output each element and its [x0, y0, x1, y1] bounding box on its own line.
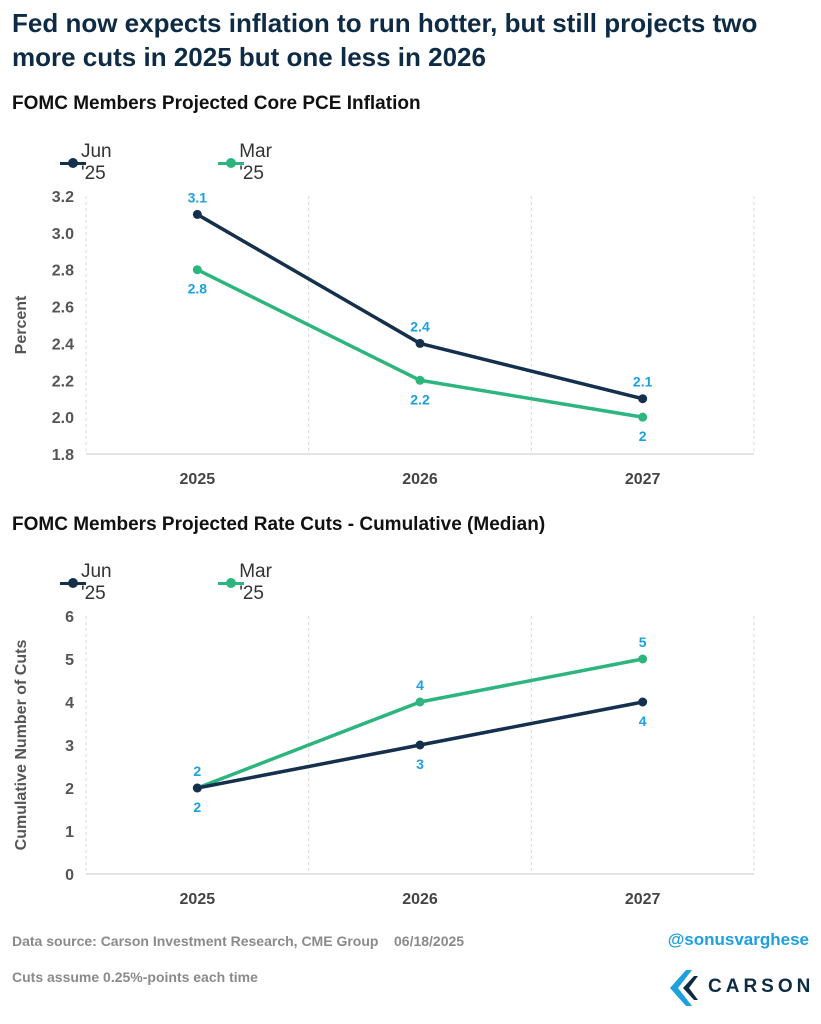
data-point-jun	[415, 740, 425, 750]
x-tick-label: 2027	[625, 891, 661, 908]
legend-label-mar: Mar '25	[239, 561, 272, 604]
y-tick-label: 2	[65, 781, 74, 798]
data-point-mar	[192, 265, 202, 275]
x-tick-label: 2025	[180, 471, 216, 488]
data-point-jun	[192, 209, 202, 219]
x-tick-label: 2026	[402, 891, 438, 908]
legend-swatch-jun	[60, 575, 86, 591]
cuts-assumption-note: Cuts assume 0.25%-points each time	[12, 969, 258, 985]
legend-item-jun: Jun '25	[60, 141, 121, 185]
data-label-mar: 2	[639, 428, 647, 444]
y-tick-label: 2.8	[52, 263, 74, 280]
data-label-mar: 5	[639, 634, 647, 650]
legend-swatch-jun	[60, 155, 86, 171]
data-label-jun: 3.1	[188, 189, 208, 205]
headline-line-2: more cuts in 2025 but one less in 2026	[12, 42, 486, 72]
data-point-mar	[415, 375, 425, 385]
x-tick-label: 2027	[625, 471, 661, 488]
carson-logo: CARSON	[666, 968, 811, 1008]
y-tick-label: 6	[65, 609, 74, 626]
author-handle: @sonusvarghese	[667, 930, 809, 949]
data-point-mar	[638, 412, 648, 422]
y-tick-label: 2.2	[52, 373, 74, 390]
chart-1-plot: 1.8 2.0 2.2 2.4 2.6 2.8 3.0 3.2 2025 2026 2027 Perc…	[13, 189, 755, 488]
data-label-jun: 3	[416, 756, 424, 772]
legend-label-jun: Jun '25	[80, 141, 112, 184]
data-point-mar	[638, 654, 648, 664]
chart-2-title: FOMC Members Projected Rate Cuts - Cumul…	[12, 514, 546, 535]
data-label-mar: 2	[193, 763, 201, 779]
headline: Fed now expects inflation to run hotter,…	[12, 6, 812, 74]
x-tick-label: 2026	[402, 471, 438, 488]
data-label-jun: 2.1	[633, 374, 653, 390]
y-tick-label: 2.6	[52, 300, 74, 317]
data-point-jun	[192, 783, 202, 793]
data-label-jun: 2.4	[410, 318, 430, 334]
carson-logo-text: CARSON	[708, 976, 815, 997]
data-point-jun	[638, 697, 648, 707]
data-point-mar	[415, 697, 425, 707]
y-tick-label: 4	[65, 695, 74, 712]
legend-item-mar: Mar '25	[218, 141, 281, 185]
y-axis-label: Percent	[13, 295, 30, 354]
y-tick-label: 1.8	[52, 447, 74, 464]
data-label-jun: 2	[193, 799, 201, 815]
data-source-note: Data source: Carson Investment Research,…	[12, 933, 465, 949]
y-tick-label: 2.4	[52, 336, 74, 353]
carson-logo-icon	[670, 970, 698, 1006]
data-label-jun: 4	[639, 713, 647, 729]
data-label-mar: 2.2	[410, 391, 430, 407]
headline-line-1: Fed now expects inflation to run hotter,…	[12, 8, 758, 38]
y-tick-label: 5	[65, 652, 74, 669]
chart-2-plot: 0 1 2 3 4 5 6 2025 2026 2027 Cumulative Number of …	[13, 609, 755, 908]
legend-label-jun: Jun '25	[80, 561, 112, 604]
chart-1-title: FOMC Members Projected Core PCE Inflatio…	[12, 93, 421, 114]
data-label-mar: 4	[416, 677, 424, 693]
series-line-jun	[196, 212, 644, 401]
legend-label-mar: Mar '25	[239, 141, 272, 184]
y-tick-label: 3.0	[52, 226, 74, 243]
y-tick-label: 3.2	[52, 189, 74, 206]
data-point-jun	[415, 338, 425, 348]
y-tick-label: 3	[65, 738, 74, 755]
x-tick-label: 2025	[180, 891, 216, 908]
legend-swatch-mar	[218, 155, 244, 171]
y-tick-label: 2.0	[52, 410, 74, 427]
legend-swatch-mar	[218, 575, 244, 591]
data-point-jun	[638, 394, 648, 404]
y-tick-label: 1	[65, 824, 74, 841]
legend-item-jun: Jun '25	[60, 561, 121, 605]
y-axis-label: Cumulative Number of Cuts	[13, 640, 30, 851]
data-label-mar: 2.8	[188, 281, 208, 297]
legend-item-mar: Mar '25	[218, 561, 281, 605]
y-tick-label: 0	[65, 867, 74, 884]
